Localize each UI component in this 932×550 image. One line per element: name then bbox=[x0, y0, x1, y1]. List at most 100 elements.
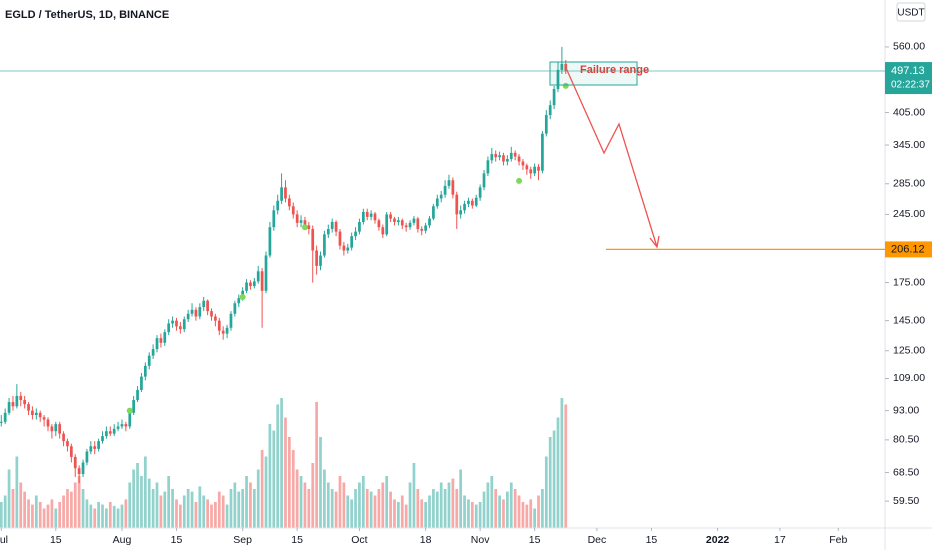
candle-body bbox=[194, 309, 198, 317]
candle-body bbox=[369, 213, 373, 217]
volume-bar bbox=[478, 502, 482, 528]
candle-body bbox=[245, 282, 248, 291]
candle-body bbox=[256, 271, 260, 282]
volume-bar bbox=[284, 417, 287, 528]
candle-body bbox=[151, 349, 155, 356]
candle-body bbox=[81, 462, 85, 475]
candle-body bbox=[179, 326, 182, 330]
candle-body bbox=[509, 152, 513, 160]
volume-bar bbox=[416, 489, 420, 528]
volume-bar bbox=[62, 495, 65, 528]
volume-bar bbox=[105, 508, 108, 528]
candle-body bbox=[264, 255, 268, 291]
volume-bar bbox=[443, 489, 447, 528]
volume-bar bbox=[463, 495, 466, 528]
candle-body bbox=[77, 468, 81, 475]
volume-bar bbox=[303, 482, 307, 528]
volume-bar bbox=[217, 491, 221, 528]
volume-bar bbox=[470, 502, 474, 528]
candle-body bbox=[299, 220, 303, 223]
candle-body bbox=[31, 410, 34, 416]
volume-bar bbox=[0, 502, 3, 528]
last-price-label: 497.13 bbox=[891, 65, 925, 77]
candle-body bbox=[498, 155, 501, 158]
volume-bar bbox=[342, 482, 346, 528]
y-tick-label: 145.00 bbox=[893, 314, 925, 326]
candle-body bbox=[276, 200, 280, 211]
candle-body bbox=[132, 400, 136, 413]
candle-body bbox=[455, 194, 459, 215]
candle-body bbox=[361, 211, 365, 222]
volume-bar bbox=[358, 482, 361, 528]
candle-body bbox=[564, 63, 568, 72]
y-tick-label: 80.50 bbox=[893, 434, 919, 446]
volume-bar bbox=[435, 491, 439, 528]
arrow-head bbox=[649, 235, 660, 249]
volume-bar bbox=[311, 463, 315, 528]
candle-body bbox=[66, 441, 69, 447]
volume-bar bbox=[11, 489, 15, 528]
volume-bar bbox=[15, 456, 19, 528]
volume-bar bbox=[432, 489, 435, 528]
last-price-box bbox=[885, 62, 932, 95]
currency-box bbox=[896, 2, 926, 22]
volume-bar bbox=[276, 404, 280, 528]
candle-body bbox=[393, 218, 396, 222]
volume-bar bbox=[330, 489, 334, 528]
candle-body bbox=[447, 180, 451, 186]
candle-body bbox=[548, 105, 552, 116]
volume-bar bbox=[428, 495, 431, 528]
volume-bar bbox=[377, 489, 381, 528]
volume-bar bbox=[525, 504, 529, 528]
candle-body bbox=[124, 424, 128, 427]
volume-bar bbox=[451, 478, 455, 528]
volume-bar bbox=[346, 495, 350, 528]
volume-bar bbox=[498, 495, 501, 528]
candle-body bbox=[210, 311, 213, 317]
volume-bar bbox=[404, 504, 408, 528]
candle-body bbox=[42, 417, 46, 420]
signal-marker bbox=[126, 407, 133, 414]
volume-bar bbox=[159, 495, 163, 528]
candle-body bbox=[435, 198, 439, 207]
volume-bar bbox=[101, 504, 104, 528]
target-box bbox=[885, 241, 932, 258]
candle-body bbox=[85, 451, 89, 463]
signal-marker bbox=[239, 293, 246, 300]
volume-bar bbox=[334, 491, 338, 528]
candle-body bbox=[537, 166, 540, 171]
candle-body bbox=[365, 211, 369, 217]
volume-bar bbox=[490, 476, 494, 528]
volume-bar bbox=[260, 450, 264, 528]
volume-bar bbox=[338, 476, 342, 528]
candle-body bbox=[280, 187, 283, 201]
x-tick-label: 15 bbox=[50, 534, 62, 546]
candle-body bbox=[108, 431, 112, 434]
candle-body bbox=[225, 327, 229, 334]
signal-marker bbox=[301, 224, 308, 231]
candle-body bbox=[260, 271, 264, 291]
volume-bar bbox=[533, 508, 536, 528]
x-tick-label: Feb bbox=[829, 534, 847, 546]
volume-bar bbox=[85, 499, 89, 528]
candle-body bbox=[182, 319, 186, 330]
candle-body bbox=[506, 159, 509, 162]
y-tick-label: 68.50 bbox=[893, 466, 919, 478]
x-tick-label: Jul bbox=[0, 534, 8, 546]
candle-body bbox=[354, 231, 357, 237]
volume-bar bbox=[295, 469, 299, 528]
volume-bar bbox=[124, 499, 128, 528]
candle-body bbox=[46, 419, 50, 427]
volume-bar bbox=[175, 499, 178, 528]
volume-bar bbox=[556, 417, 560, 528]
x-tick-label: Aug bbox=[113, 534, 132, 546]
candle-body bbox=[11, 402, 15, 407]
volume-bar bbox=[280, 398, 283, 528]
volume-bar bbox=[544, 456, 548, 528]
countdown: 02:22:37 bbox=[891, 80, 930, 91]
x-tick-label: 15 bbox=[529, 534, 541, 546]
volume-bar bbox=[34, 495, 38, 528]
volume-bar bbox=[54, 508, 58, 528]
candle-body bbox=[478, 187, 482, 198]
